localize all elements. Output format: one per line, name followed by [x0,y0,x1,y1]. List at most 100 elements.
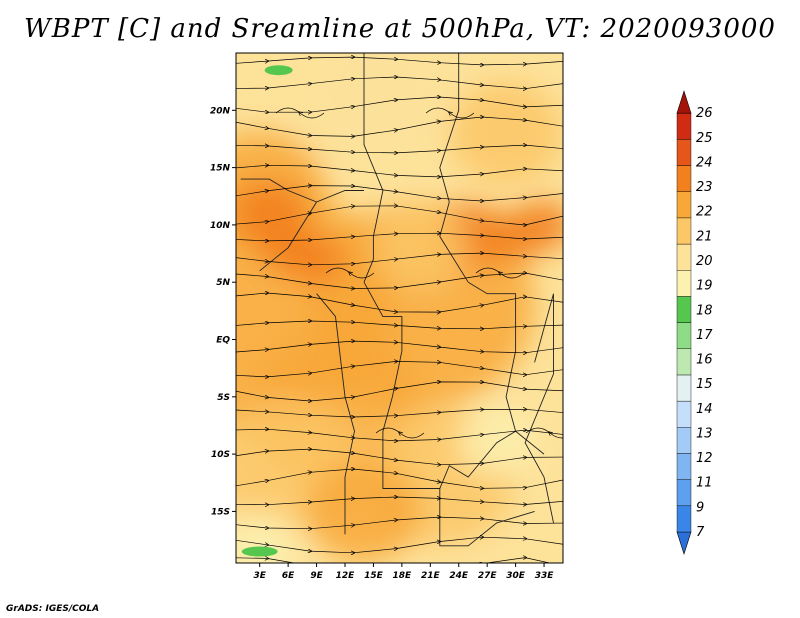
x-tick: 27E [478,563,498,581]
streamline [236,409,563,417]
field-cell [316,293,393,363]
colorbar-label: 12 [696,451,713,466]
field-cell [264,65,293,76]
y-tick: 10S [211,450,236,460]
field-cell [236,511,298,563]
colorbar-label: 11 [696,476,713,491]
colorbar: 7 9 11 12 13 14 15 16 17 18 19 20 21 22 23 24 25 26 [676,90,713,555]
temperature-field [236,53,563,563]
streamline [236,497,563,505]
streamline [236,97,563,112]
streamline [236,293,563,312]
colorbar-segment [676,479,692,507]
colorbar-segment [676,191,692,219]
x-tick-label: 15E [364,571,384,581]
x-tick-label: 30E [506,571,526,581]
streamline [236,57,563,65]
streamline [236,233,563,241]
streamline [275,107,325,119]
y-tick: EQ [216,336,236,346]
streamline [236,517,563,529]
x-tick-label: 9E [310,571,323,581]
colorbar-segment [676,165,692,192]
x-tick-label: 24E [449,571,469,581]
streamline [236,77,563,89]
colorbar-label: 23 [696,180,713,195]
colorbar-label: 25 [696,131,713,146]
colorbar-label: 26 [696,106,713,121]
colorbar-segment [676,427,692,454]
x-tick: 3E [253,563,267,581]
streamline [236,186,563,201]
streamline [236,341,563,353]
chart-title: WBPT [C] and Sreamline at 500hPa, VT: 20… [24,14,776,44]
colorbar-label: 22 [696,205,713,220]
streamline [236,558,552,563]
x-tick: 9E [310,563,324,581]
x-axis: 3E 6E 9E 12E 15E 18E 21E 24E 27E 30E 33E [253,563,554,581]
field-cell [297,53,450,168]
x-tick: 6E [282,563,295,581]
colorbar-label: 14 [696,402,713,417]
x-tick: 33E [535,563,555,581]
x-tick: 21E [421,563,441,581]
colorbar-segment [676,270,692,297]
y-axis: 20N 15N 10N 5N EQ 5S 10S 15S [210,106,236,517]
streamline [236,206,563,225]
colorbar-label: 21 [696,229,713,244]
x-tick: 15E [364,563,384,581]
colorbar-label: 7 [696,525,705,540]
y-tick-label: EQ [216,336,230,346]
streamline [236,253,563,265]
y-tick-label: 10N [210,221,231,231]
colorbar-label: 13 [696,426,713,441]
streamlines [236,57,563,563]
y-tick-label: 15S [211,507,230,517]
footer-credit: GrADS: IGES/COLA [6,604,100,614]
map-area [236,53,563,563]
colorbar-extend-low [676,531,692,555]
colorbar-label: 15 [696,377,713,392]
x-tick: 24E [449,563,469,581]
streamline [236,145,563,153]
y-tick: 20N [210,106,236,116]
field-cell [288,233,345,285]
streamline [425,107,475,119]
streamline [325,267,375,279]
field-cell [449,82,563,185]
colorbar-segment [676,348,692,376]
field-cell [373,205,469,291]
x-tick-label: 21E [421,571,441,581]
x-tick-label: 33E [535,571,555,581]
border-line [524,293,554,523]
streamline [236,382,563,401]
y-tick-label: 20N [210,106,231,116]
colorbar-segment [676,453,692,480]
x-tick-label: 27E [478,571,498,581]
colorbar-segment [676,296,692,323]
colorbar-segment [676,322,692,349]
y-tick: 5N [216,278,236,288]
streamline [236,469,563,488]
x-tick-label: 6E [282,571,295,581]
streamline [236,165,563,177]
colorbar-segment [676,374,692,402]
colorbar-extend-high [676,90,692,114]
streamline [236,273,563,289]
y-tick: 15S [211,507,236,517]
x-tick-label: 12E [336,571,356,581]
colorbar-label: 16 [696,353,713,368]
colorbar-segment [676,243,692,271]
y-tick-label: 5N [216,278,230,288]
colorbar-label: 17 [696,328,713,343]
streamline [525,427,563,439]
x-tick-label: 3E [253,571,266,581]
y-tick: 10N [210,221,236,231]
x-tick-label: 18E [393,571,413,581]
y-tick: 15N [210,164,236,174]
colorbar-label: 20 [696,254,713,269]
streamline [236,429,563,441]
colorbar-segment [676,400,692,428]
streamline [375,427,425,439]
colorbar-label: 24 [696,155,713,170]
